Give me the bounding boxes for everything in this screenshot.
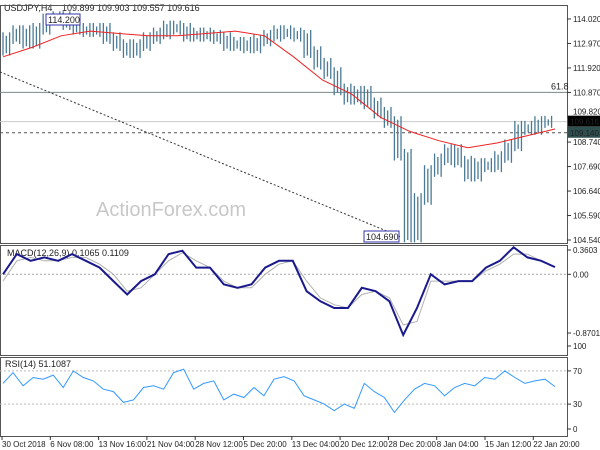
last-price-label: 109.616 xyxy=(570,118,599,127)
price-y-tick-label: 110.870 xyxy=(573,88,600,97)
x-tick-label: 13 Dec 04:00 xyxy=(292,440,340,449)
level-box xyxy=(568,126,600,138)
rsi-y-tick-label: 100 xyxy=(573,342,587,351)
price-y-tick-label: 107.690 xyxy=(573,163,600,172)
low-label-box xyxy=(363,230,400,243)
fib-label: 61.8 xyxy=(551,81,569,91)
price-y-tick-label: 104.540 xyxy=(573,236,600,245)
macd-title: MACD(12,26,9) 0.1065 0.1109 xyxy=(7,248,129,258)
x-tick-label: 28 Nov 12:00 xyxy=(195,440,243,449)
ohlc-header: 109.899 109.903 109.557 109.616 xyxy=(62,3,200,13)
x-tick-label: 13 Nov 16:00 xyxy=(99,440,147,449)
trendline xyxy=(0,71,401,237)
x-tick-label: 20 Dec 12:00 xyxy=(340,440,388,449)
rsi-y-tick-label: 70 xyxy=(573,367,582,376)
macd-line xyxy=(2,245,556,338)
price-y-tick-label: 109.820 xyxy=(573,108,600,117)
x-tick-label: 5 Dec 20:00 xyxy=(244,440,288,449)
price-y-tick-label: 114.020 xyxy=(573,15,600,24)
panel-frame-1 xyxy=(0,245,568,356)
price-y-tick-label: 106.640 xyxy=(573,187,600,196)
price-y-tick-label: 105.590 xyxy=(573,212,600,221)
x-tick-label: 30 Oct 2018 xyxy=(2,440,46,449)
rsi-y-tick-label: 0 xyxy=(573,425,578,434)
moving-average-line xyxy=(2,30,556,149)
panel-frame-0 xyxy=(0,5,568,244)
x-tick-label: 6 Nov 08:00 xyxy=(50,440,94,449)
price-y-tick-label: 108.740 xyxy=(573,138,600,147)
rsi-title: RSI(14) 51.1087 xyxy=(5,359,71,369)
rsi-y-tick-label: 30 xyxy=(573,400,582,409)
level-label: 109.140 xyxy=(570,129,599,138)
low-label: 104.690 xyxy=(366,232,399,242)
high-label-box xyxy=(45,13,81,26)
last-price-box xyxy=(568,115,600,127)
rsi-line xyxy=(2,368,556,414)
x-tick-label: 21 Nov 04:00 xyxy=(147,440,195,449)
macd-y-tick-label: 0.00 xyxy=(573,270,589,279)
high-label: 114.200 xyxy=(48,15,80,25)
panel-frame-2 xyxy=(0,357,568,437)
main-title: USDJPY,H4 xyxy=(4,3,52,13)
macd-y-tick-label: 0.3603 xyxy=(573,246,598,255)
price-y-tick-label: 112.970 xyxy=(573,39,600,48)
macd-signal-line xyxy=(2,252,556,326)
macd-y-tick-label: -0.8701 xyxy=(573,329,600,338)
price-y-tick-label: 111.920 xyxy=(573,64,600,73)
x-tick-label: 8 Jan 04:00 xyxy=(437,440,479,449)
x-tick-label: 28 Dec 20:00 xyxy=(388,440,436,449)
x-tick-label: 22 Jan 20:00 xyxy=(533,440,580,449)
x-tick-label: 15 Jan 12:00 xyxy=(485,440,532,449)
watermark: ActionForex.com xyxy=(96,199,246,221)
